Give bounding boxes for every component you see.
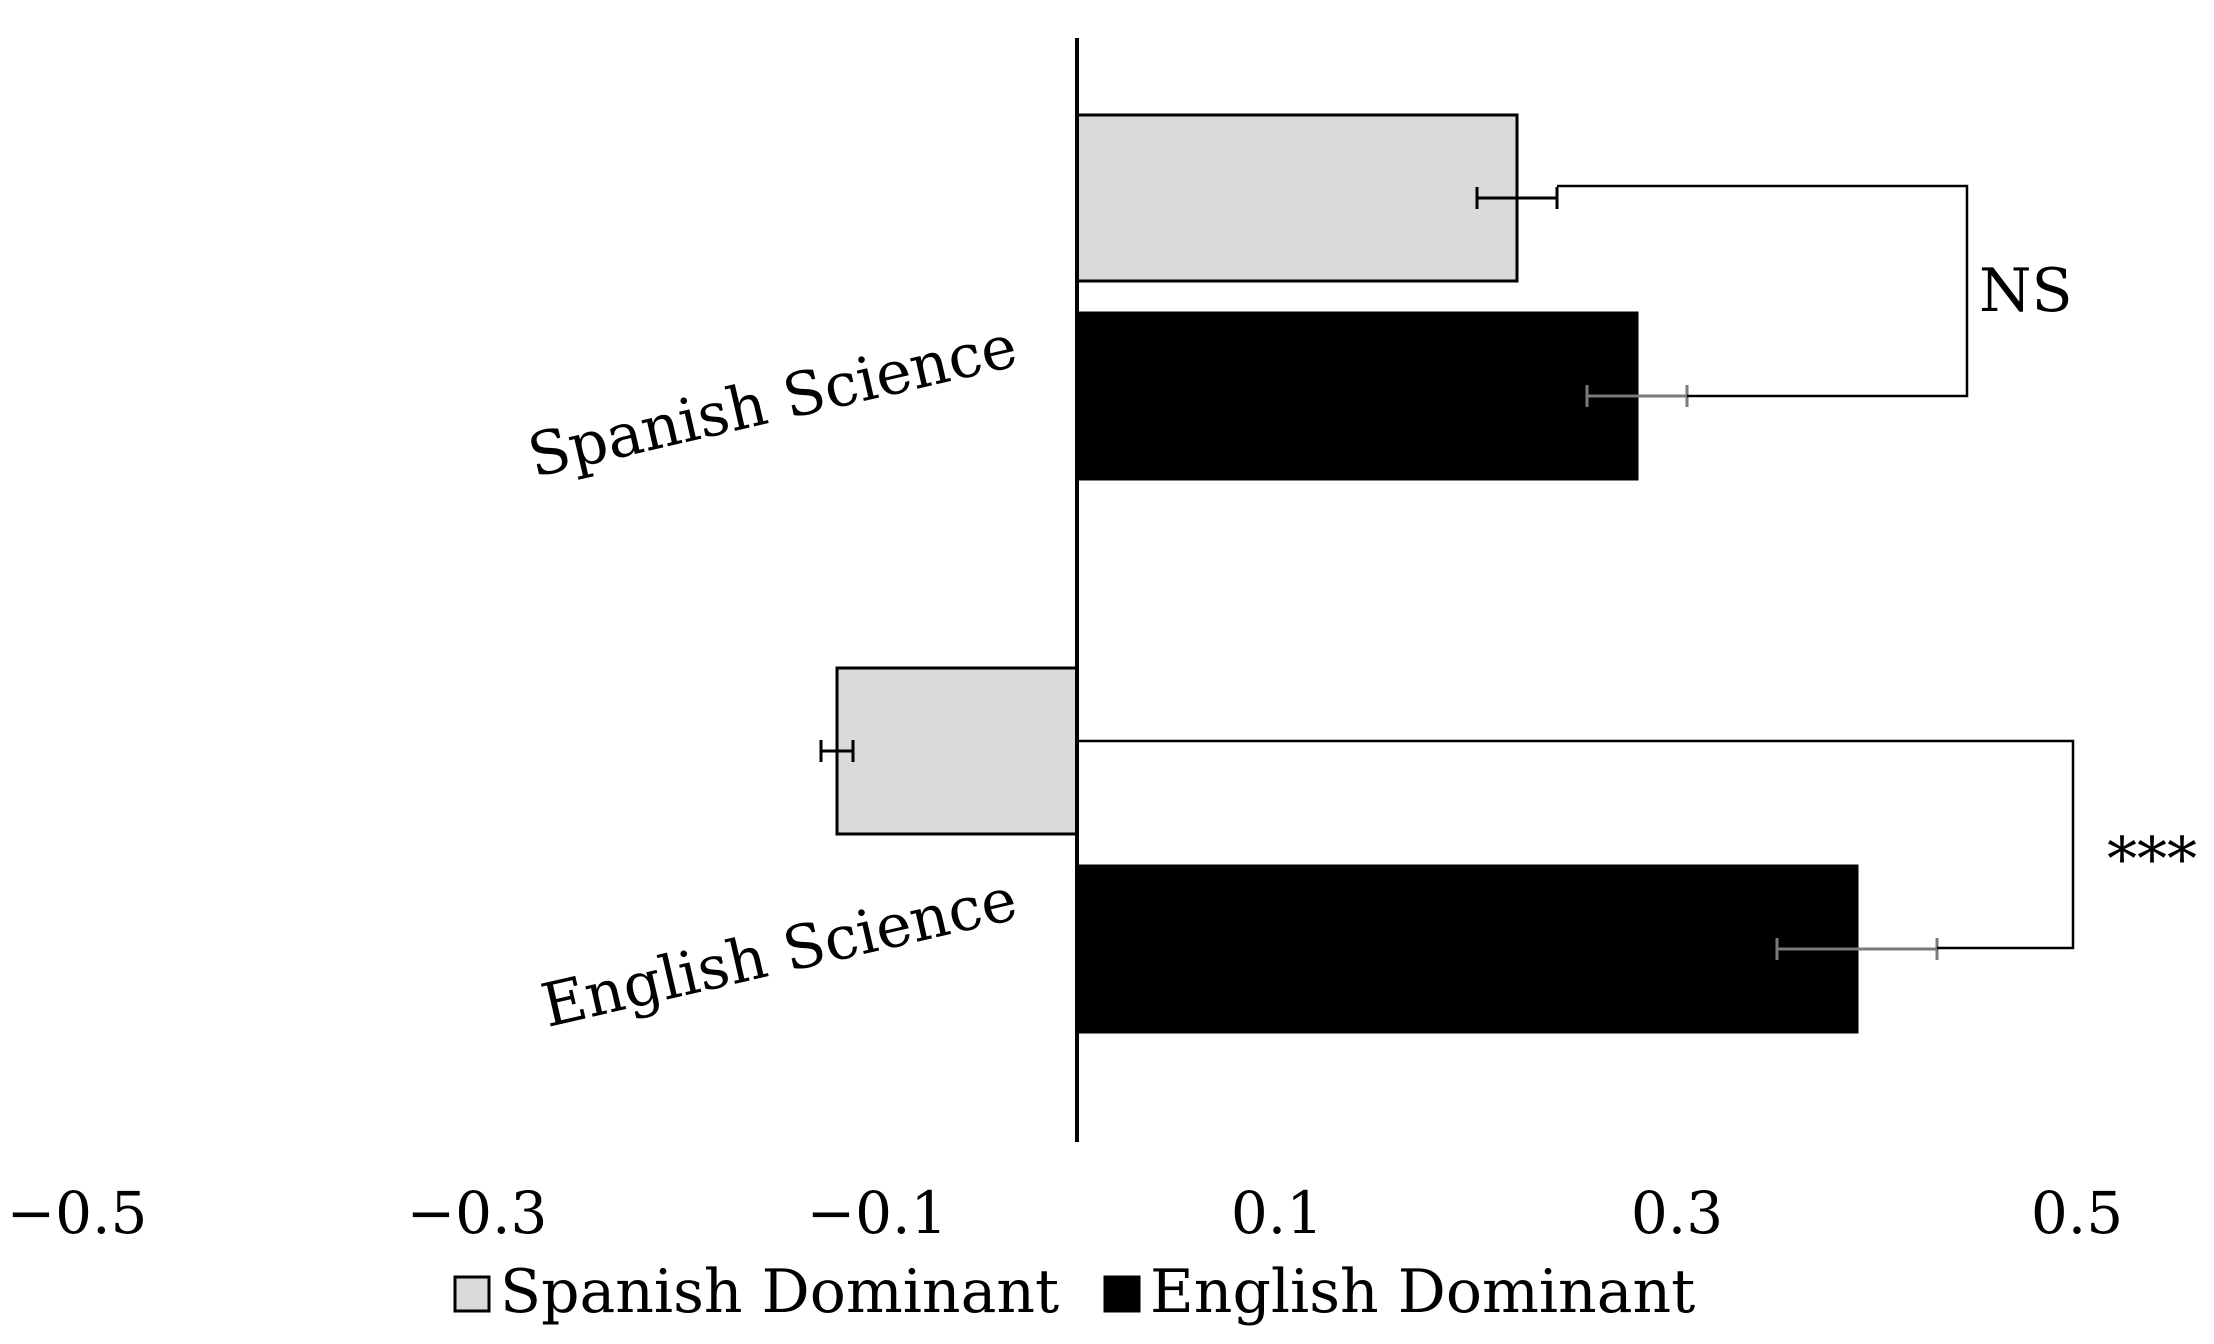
significance-label-0: NS	[1979, 256, 2073, 326]
bar-0-0	[1075, 113, 1519, 283]
x-tick-label-2: −0.1	[807, 1179, 948, 1247]
category-label-1: English Science	[535, 864, 1023, 1041]
significance-bracket-0	[1557, 184, 1969, 398]
x-tick-label-4: 0.3	[1631, 1179, 1723, 1247]
bar-1-0	[1075, 311, 1639, 481]
x-tick-label-1: −0.3	[407, 1179, 548, 1247]
legend-label-1: English Dominant	[1150, 1257, 1695, 1327]
significance-label-1: ***	[2107, 825, 2197, 895]
bar-1-1	[1075, 864, 1859, 1034]
x-tick-label-5: 0.5	[2031, 1179, 2123, 1247]
bar-0-1	[835, 666, 1079, 836]
category-label-0: Spanish Science	[522, 311, 1024, 491]
plot-area: NS *** Spanish Science English Science −0.5 −…	[7, 38, 2197, 1247]
x-tick-label-3: 0.1	[1231, 1179, 1323, 1247]
legend-swatch-0	[453, 1275, 491, 1313]
legend: Spanish Dominant English Dominant	[453, 1257, 1695, 1327]
legend-label-0: Spanish Dominant	[500, 1257, 1059, 1327]
significance-bracket-1	[1077, 739, 2075, 950]
legend-swatch-1	[1103, 1275, 1141, 1313]
x-tick-label-0: −0.5	[7, 1179, 148, 1247]
